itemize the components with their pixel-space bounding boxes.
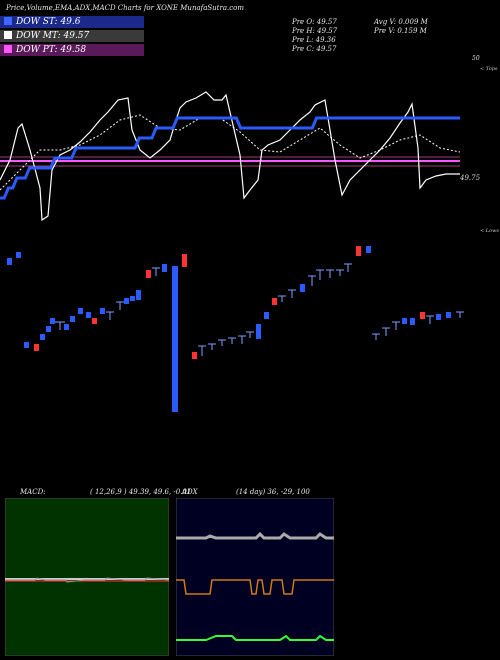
candle xyxy=(70,316,75,322)
candle xyxy=(78,308,83,314)
ema-dotted-line xyxy=(0,114,461,191)
candle xyxy=(182,254,187,267)
candle xyxy=(162,264,167,272)
candle xyxy=(64,324,69,330)
candle xyxy=(402,318,407,324)
candle xyxy=(46,326,51,332)
adx-title: ADX xyxy=(182,488,198,496)
adx-background xyxy=(176,498,334,656)
dow-st-line xyxy=(0,116,460,200)
stat-pre-open: Pre O: 49.57 xyxy=(292,18,337,26)
legend-dow-mt: DOW MT: 49.57 xyxy=(0,30,144,42)
candle xyxy=(136,290,141,300)
candle-large xyxy=(172,266,178,412)
stat-pre-volume: Pre V: 0.159 M xyxy=(374,27,427,35)
candle xyxy=(124,298,129,304)
axis-label-mid: 49.75 xyxy=(459,174,481,182)
candle xyxy=(130,296,135,301)
axis-label-top: 50 xyxy=(472,55,480,62)
candle xyxy=(264,312,269,319)
macd-title: MACD: xyxy=(20,488,46,496)
legend-swatch-icon xyxy=(4,45,12,53)
candle xyxy=(86,312,91,318)
candle xyxy=(146,270,151,278)
candle xyxy=(40,334,45,340)
candle xyxy=(420,312,425,319)
candle xyxy=(92,318,97,324)
price-line-white xyxy=(0,91,460,222)
stat-pre-close: Pre C: 49.57 xyxy=(292,45,337,53)
candle xyxy=(356,246,361,256)
candlesticks xyxy=(7,246,464,412)
candle xyxy=(366,246,371,253)
adx-line xyxy=(176,531,334,540)
candle xyxy=(50,318,55,324)
candle xyxy=(16,252,21,258)
candle xyxy=(34,344,39,351)
legend-swatch-icon xyxy=(4,17,12,25)
candle xyxy=(7,258,12,265)
macd-params: ( 12,26,9 ) 49.39, 49.6, -0.01 xyxy=(90,488,192,496)
stat-pre-high: Pre H: 49.57 xyxy=(292,27,338,35)
macd-panel xyxy=(5,498,169,656)
candle xyxy=(100,308,105,314)
legend-swatch-icon xyxy=(4,31,12,39)
chart-title: Price,Volume,EMA,ADX,MACD Charts for XON… xyxy=(6,4,245,12)
adx-panel xyxy=(176,498,334,656)
macd-histogram-line xyxy=(5,577,169,583)
candle xyxy=(256,324,261,339)
plus-di-line xyxy=(176,634,334,641)
macd-background xyxy=(5,498,169,656)
annotation-tops: < Tops xyxy=(480,66,498,72)
candle xyxy=(272,298,277,305)
minus-di-line xyxy=(176,579,334,595)
stat-avg-volume: Avg V: 0.009 M xyxy=(374,18,428,26)
candle xyxy=(300,284,305,292)
stat-pre-low: Pre L: 49.36 xyxy=(292,36,336,44)
candle xyxy=(446,312,451,318)
candle xyxy=(410,318,415,325)
legend-dow-st: DOW ST: 49.6 xyxy=(0,16,144,28)
candle xyxy=(192,352,197,359)
adx-params: (14 day) 36, -29, 100 xyxy=(236,488,310,496)
candle xyxy=(24,342,29,348)
candle xyxy=(436,314,441,320)
annotation-lows: < Lows xyxy=(480,228,499,234)
legend-dow-pt: DOW PT: 49.58 xyxy=(0,44,144,56)
main-chart: 50 < Tops 49.75 < Lows xyxy=(0,55,499,412)
